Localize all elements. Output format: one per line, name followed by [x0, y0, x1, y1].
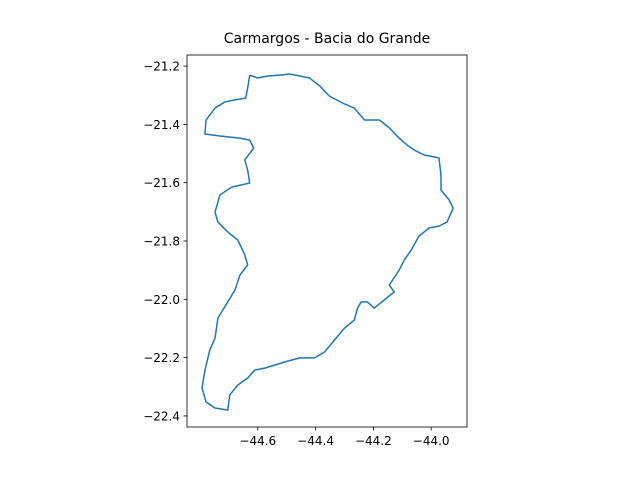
y-tick-label: −22.4 — [143, 409, 180, 423]
outline — [201, 73, 454, 411]
y-tick-label: −21.6 — [143, 176, 180, 190]
y-tick-label: −22.0 — [143, 293, 180, 307]
chart-title: Carmargos - Bacia do Grande — [224, 31, 431, 47]
y-tick-label: −21.4 — [143, 118, 180, 132]
x-tick-label: −44.6 — [239, 434, 276, 448]
x-tick-label: −44.4 — [297, 434, 334, 448]
y-tick-label: −21.2 — [143, 60, 180, 74]
y-tick-label: −21.8 — [143, 235, 180, 249]
x-tick-label: −44.0 — [413, 434, 450, 448]
y-tick-label: −22.2 — [143, 351, 180, 365]
axes-frame — [186, 54, 468, 428]
x-tick-label: −44.2 — [355, 434, 392, 448]
